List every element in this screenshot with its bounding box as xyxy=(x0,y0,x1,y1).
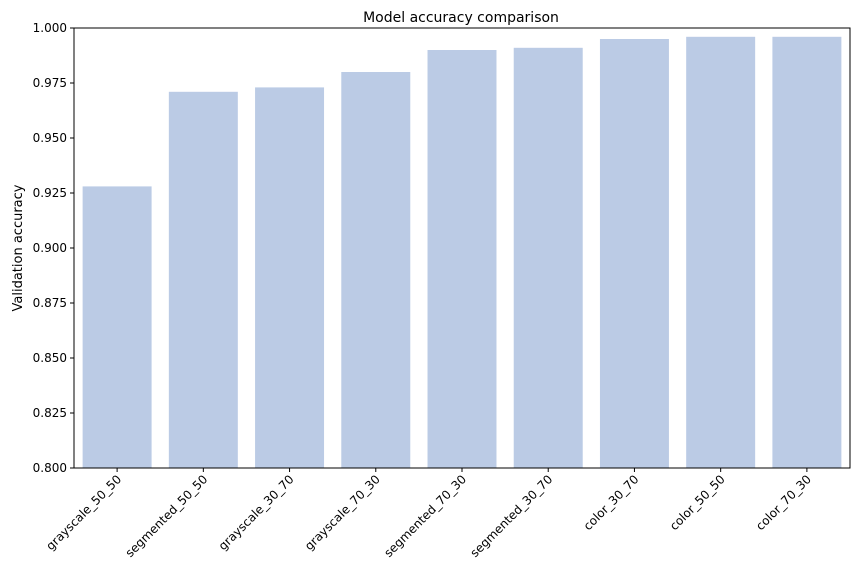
y-tick-label: 0.850 xyxy=(33,351,67,365)
bars-group xyxy=(82,36,842,469)
bar-color_30_70 xyxy=(599,39,669,468)
bar-grayscale_50_50 xyxy=(82,186,152,468)
y-tick-label: 0.975 xyxy=(33,76,67,90)
x-tick-label: color_50_50 xyxy=(667,472,728,533)
y-axis-label: Validation accuracy xyxy=(11,184,26,311)
y-tick-label: 0.925 xyxy=(33,186,67,200)
x-tick-label: grayscale_70_30 xyxy=(302,472,383,553)
y-axis: 0.800 0.825 0.850 0.875 0.900 0.925 0.950 0.975… xyxy=(33,21,74,475)
plot-frame xyxy=(73,27,851,469)
bar-segmented_30_70 xyxy=(513,47,583,469)
y-tick-label: 0.800 xyxy=(33,461,67,475)
bar-color_70_30 xyxy=(772,36,842,469)
x-tick-label: grayscale_30_70 xyxy=(216,472,297,553)
y-tick-label: 0.950 xyxy=(33,131,67,145)
x-tick-label: color_30_70 xyxy=(581,472,642,533)
y-tick-label: 0.900 xyxy=(33,241,67,255)
y-tick-label: 1.000 xyxy=(33,21,67,35)
bar-segmented_50_50 xyxy=(168,91,238,469)
bar-segmented_70_30 xyxy=(427,50,497,468)
chart-title: Model accuracy comparison xyxy=(363,10,559,26)
x-tick-label: segmented_50_50 xyxy=(123,472,211,560)
x-tick-label: segmented_30_70 xyxy=(468,472,556,560)
x-tick-label: grayscale_50_50 xyxy=(43,472,124,553)
x-tick-label: color_70_30 xyxy=(753,472,814,533)
x-tick-label: segmented_70_30 xyxy=(381,472,469,560)
y-tick-label: 0.875 xyxy=(33,296,67,310)
bar-color_50_50 xyxy=(686,36,756,469)
y-tick-label: 0.825 xyxy=(33,406,67,420)
bar-grayscale_30_70 xyxy=(255,87,325,469)
bar-grayscale_70_30 xyxy=(341,72,411,468)
